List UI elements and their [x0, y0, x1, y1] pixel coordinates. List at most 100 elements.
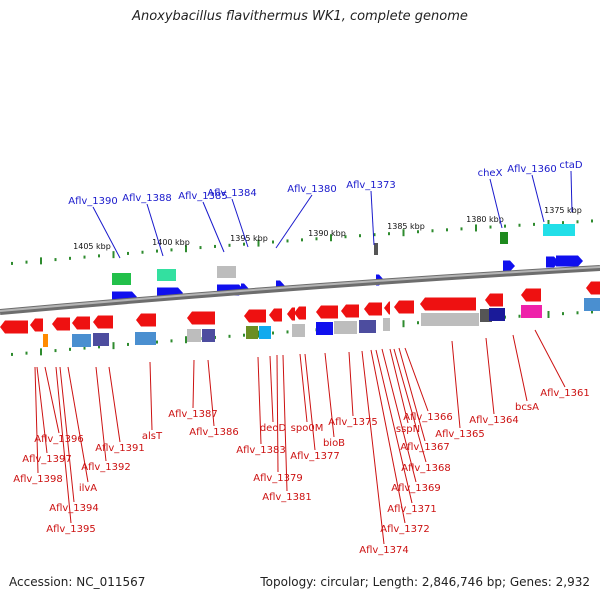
scale-tick [388, 232, 390, 236]
gene-label: Aflv_1374 [359, 545, 409, 556]
scale-tick [156, 340, 158, 344]
gene-label: Aflv_1381 [262, 492, 312, 503]
kbp-scale-labels: 1405 kbp 1400 kbp 1395 kbp 1390 kbp 1385 kbp… [73, 206, 582, 251]
scale-tick [562, 312, 564, 316]
gene-label: Aflv_1395 [46, 524, 96, 535]
cds-box [246, 326, 258, 339]
scale-tick [533, 222, 535, 226]
leader-line [149, 361, 153, 431]
gene-label: Aflv_1386 [189, 427, 239, 438]
scale-tick [98, 345, 100, 349]
scale-tick [272, 331, 274, 335]
scale-tick [214, 244, 216, 248]
gene-label: Aflv_1390 [68, 196, 118, 207]
scale-tick [11, 261, 13, 265]
kbp-label: 1375 kbp [544, 206, 582, 215]
leader-line [299, 353, 308, 423]
gene-label: sspN [396, 424, 420, 435]
gene-label: Aflv_1392 [81, 462, 131, 473]
leader-line [348, 351, 354, 417]
reverse-gene-arrow [93, 315, 113, 329]
outer-scale-ticks [11, 219, 593, 265]
leader-line [361, 350, 385, 545]
leader-line [59, 366, 75, 503]
cds-box [421, 313, 479, 326]
scale-tick [54, 349, 57, 353]
cds-box [187, 329, 201, 342]
scale-tick [330, 234, 332, 242]
scale-tick [112, 251, 115, 259]
genome-summary-text: Topology: circular; Length: 2,846,746 bp… [260, 575, 590, 589]
scale-tick [359, 234, 361, 238]
scale-tick [228, 243, 231, 247]
reverse-gene-arrow [0, 320, 28, 334]
scale-tick [475, 224, 477, 232]
leader-line [393, 348, 427, 463]
reverse-gene-arrow [136, 313, 156, 327]
scale-tick [286, 239, 289, 243]
scale-tick [286, 330, 289, 334]
scale-tick [504, 224, 506, 228]
scale-tick [141, 250, 144, 254]
leader-line [370, 349, 406, 524]
cds-box [112, 273, 131, 285]
kbp-label: 1390 kbp [308, 229, 346, 238]
reverse-gene-arrow [187, 311, 215, 325]
cds-box [72, 334, 91, 347]
scale-tick [199, 246, 202, 250]
scale-tick [257, 239, 260, 247]
leader-line [192, 359, 195, 409]
scale-tick [315, 237, 318, 241]
cds-box [259, 326, 271, 339]
kbp-label: 1395 kbp [230, 234, 268, 243]
leader-line [389, 348, 409, 424]
leader-line [275, 194, 313, 249]
leader-line [404, 347, 429, 412]
forward-leader-lines [92, 170, 573, 259]
reverse-gene-arrow [384, 301, 390, 315]
cds-box [543, 224, 575, 236]
leader-line [231, 198, 249, 248]
leader-line [375, 349, 413, 504]
leader-line [381, 348, 417, 483]
scale-tick [591, 310, 593, 314]
scale-tick [185, 245, 187, 253]
reverse-gene-arrow [244, 309, 266, 323]
gene-label: Aflv_1360 [507, 164, 557, 175]
scale-tick [127, 251, 129, 255]
reverse-leader-lines [34, 329, 566, 545]
scale-tick [83, 346, 86, 350]
leader-line [34, 366, 39, 474]
scale-tick [25, 260, 28, 264]
scale-tick [69, 347, 71, 351]
gene-label: Aflv_1396 [34, 434, 84, 445]
forward-gene-arrow [503, 260, 515, 272]
gene-label: Aflv_1379 [253, 473, 303, 484]
cds-box [584, 298, 600, 311]
reverse-gene-arrow [269, 308, 282, 322]
gene-label: Aflv_1398 [13, 474, 63, 485]
leader-line [570, 170, 573, 213]
forward-gene-arrow [546, 256, 559, 268]
cds-box [202, 329, 215, 342]
gene-label: spo0M [291, 423, 324, 434]
gene-label: Aflv_1380 [287, 184, 337, 195]
cds-box [383, 318, 390, 331]
scale-tick [54, 258, 57, 262]
scale-tick [11, 352, 13, 356]
gene-label: Aflv_1383 [236, 445, 286, 456]
gene-label: Aflv_1372 [380, 524, 430, 535]
gene-label: bcsA [515, 402, 539, 413]
gene-label: alsT [142, 431, 163, 442]
reverse-gene-arrow [72, 316, 90, 330]
reverse-gene-arrow [586, 281, 600, 295]
scale-tick [562, 221, 564, 225]
cds-box [316, 322, 333, 335]
gene-label: deoD [260, 423, 287, 434]
kbp-label: 1385 kbp [387, 222, 425, 231]
cds-box [489, 308, 505, 321]
reverse-strand-track [0, 281, 600, 347]
